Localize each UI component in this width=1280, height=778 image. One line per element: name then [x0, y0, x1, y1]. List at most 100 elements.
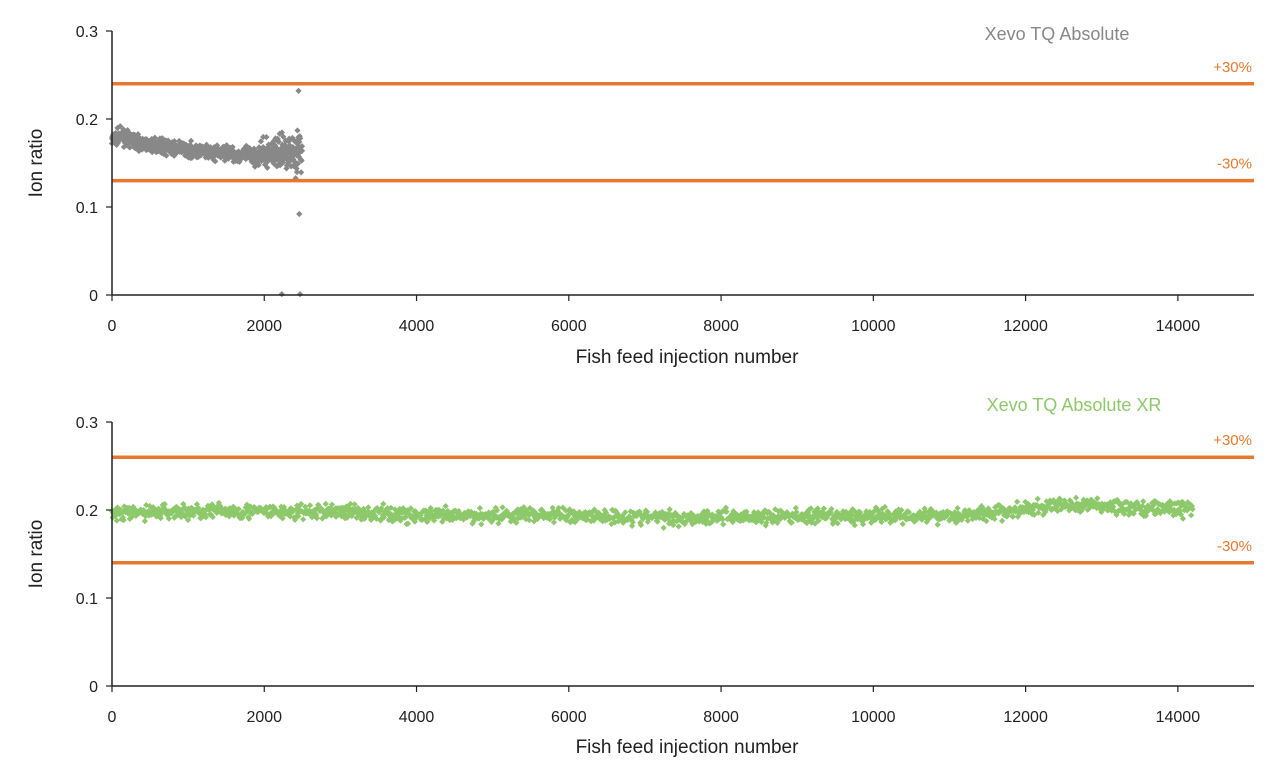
data-point [294, 160, 302, 167]
data-point [293, 168, 301, 176]
data-point [351, 501, 358, 508]
x-axis-label: Fish feed injection number [576, 737, 800, 758]
data-point [815, 517, 822, 524]
x-tick-label: 8000 [703, 318, 739, 335]
data-point [402, 513, 410, 521]
data-point [478, 521, 485, 528]
data-point [1014, 498, 1021, 505]
x-tick-label: 14000 [1156, 709, 1201, 726]
data-point [513, 519, 520, 526]
data-point [495, 520, 502, 527]
x-tick-label: 6000 [551, 709, 587, 726]
x-tick-label: 2000 [246, 318, 282, 335]
data-point [306, 502, 314, 509]
data-point [1034, 495, 1041, 502]
data-point [298, 157, 305, 164]
data-point [1140, 498, 1147, 505]
panel-top: +30% -30% 0 2000 4000 6000 8000 10000 12000 1400… [26, 24, 1254, 368]
data-point [602, 509, 610, 516]
legend-series-name: Xevo TQ Absolute XR [987, 395, 1162, 415]
axes-top: 0 2000 4000 6000 8000 10000 12000 14000 0 0.1 0.2… [76, 24, 1254, 335]
y-tick-label: 0.3 [76, 24, 98, 41]
data-point [723, 508, 730, 515]
data-point [279, 515, 286, 522]
data-point [998, 517, 1006, 524]
data-point [126, 144, 133, 151]
y-tick-label: 0.2 [76, 503, 98, 520]
y-ticks: 0 0.1 0.2 0.3 [76, 415, 112, 696]
data-point [719, 516, 726, 523]
data-point [834, 520, 841, 527]
data-point [729, 518, 736, 526]
data-point [294, 127, 301, 134]
data-point [683, 518, 690, 525]
data-point [550, 519, 558, 526]
data-point-outlier [295, 87, 302, 94]
reference-lines-bottom: +30% -30% [112, 432, 1254, 565]
y-axis-label: Ion ratio [26, 520, 47, 589]
data-point [675, 523, 682, 530]
data-point [660, 524, 667, 531]
data-point [722, 504, 730, 511]
data-point [117, 123, 124, 130]
scatter-points-bottom [108, 494, 1196, 531]
data-point [499, 504, 506, 511]
data-point [878, 518, 885, 526]
data-point [654, 518, 661, 525]
data-point [187, 137, 195, 144]
y-tick-label: 0.1 [76, 200, 98, 217]
x-tick-label: 4000 [399, 709, 435, 726]
x-tick-label: 10000 [851, 709, 896, 726]
data-point [851, 522, 858, 529]
x-tick-label: 0 [108, 318, 117, 335]
reference-line-label: +30% [1213, 59, 1252, 76]
data-point [983, 517, 990, 525]
data-point [380, 500, 387, 507]
reference-line-label: +30% [1213, 432, 1252, 449]
data-point [1094, 495, 1101, 502]
data-point [442, 503, 449, 510]
data-point [637, 521, 645, 529]
data-point-outlier [296, 210, 303, 218]
data-point [161, 500, 168, 508]
data-point [1035, 509, 1042, 516]
y-tick-label: 0 [89, 288, 98, 305]
data-point [141, 517, 149, 525]
data-point [328, 501, 336, 508]
data-point [629, 519, 636, 526]
data-point [720, 521, 727, 528]
data-point [758, 519, 765, 526]
data-point [257, 138, 265, 145]
data-point [828, 505, 835, 513]
data-point [1188, 512, 1195, 519]
data-point [202, 514, 209, 521]
data-point [848, 512, 856, 519]
data-point [520, 504, 527, 511]
x-tick-label: 12000 [1003, 318, 1048, 335]
data-point [899, 520, 906, 528]
data-point [1189, 506, 1196, 513]
x-tick-label: 6000 [551, 318, 587, 335]
data-point [287, 513, 294, 520]
data-point [546, 516, 553, 523]
data-point [670, 521, 677, 529]
data-point [774, 519, 781, 526]
y-tick-label: 0.1 [76, 591, 98, 608]
data-point [298, 500, 305, 508]
x-tick-label: 14000 [1156, 318, 1201, 335]
axes-bottom: 0 2000 4000 6000 8000 10000 12000 14000 0 0.1 0.2… [76, 415, 1254, 726]
x-tick-label: 2000 [246, 709, 282, 726]
data-point [158, 509, 166, 517]
data-point [991, 515, 998, 523]
y-tick-label: 0.3 [76, 415, 98, 432]
data-point [622, 509, 629, 516]
panel-bottom: +30% -30% 0 2000 4000 6000 8000 10000 12000 1400… [26, 395, 1254, 758]
x-ticks: 0 2000 4000 6000 8000 10000 12000 14000 [108, 686, 1201, 726]
data-point [934, 521, 941, 528]
x-tick-label: 0 [108, 709, 117, 726]
data-point [666, 506, 673, 513]
data-point [365, 504, 372, 511]
y-tick-label: 0.2 [76, 112, 98, 129]
x-ticks: 0 2000 4000 6000 8000 10000 12000 14000 [108, 295, 1201, 335]
